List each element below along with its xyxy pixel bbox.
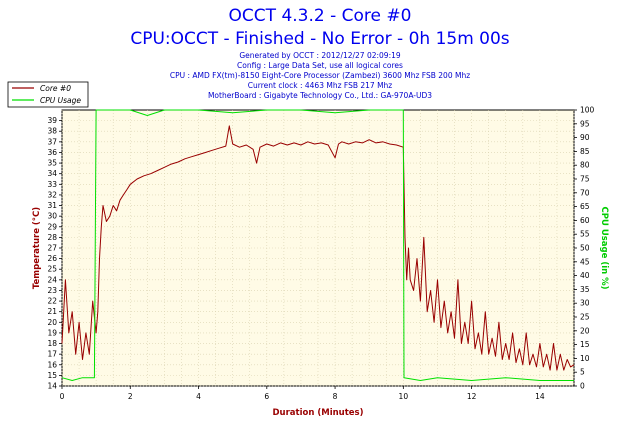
y-left-tick-label: 39 <box>47 116 57 125</box>
y-left-tick-label: 21 <box>47 307 57 316</box>
right-axis-ticks: 0 5 10 15 20 25 30 35 40 45 50 55 60 65 70 75 80 85 90 95 10… <box>574 106 595 391</box>
y-left-tick-label: 15 <box>47 371 57 380</box>
info-clock: Current clock : 4463 Mhz FSB 217 Mhz <box>248 81 393 90</box>
y-left-tick-label: 22 <box>47 297 57 306</box>
series-line-core0 <box>61 125 575 371</box>
y-right-tick-label: 55 <box>580 230 590 239</box>
y-left-tick-label: 31 <box>47 201 57 210</box>
y-right-tick-label: 80 <box>580 161 590 170</box>
y-right-tick-label: 65 <box>580 202 590 211</box>
y-left-tick-label: 28 <box>47 233 57 242</box>
y-left-tick-label: 25 <box>47 265 57 274</box>
y-left-tick-label: 34 <box>47 169 57 178</box>
y-right-tick-label: 15 <box>580 340 590 349</box>
info-cpu: CPU : AMD FX(tm)-8150 Eight-Core Process… <box>170 71 470 80</box>
x-tick-label: 4 <box>196 392 201 401</box>
series-line-cpu-usage <box>61 109 574 381</box>
x-tick-label: 10 <box>399 392 409 401</box>
y-right-tick-label: 85 <box>580 147 590 156</box>
y-left-tick-label: 16 <box>47 360 57 369</box>
y-right-tick-label: 75 <box>580 175 590 184</box>
legend: Core #0 CPU Usage <box>7 81 89 108</box>
info-config: Config : Large Data Set, use all logical… <box>237 61 403 70</box>
y-right-tick-label: 60 <box>580 216 590 225</box>
y-right-tick-label: 0 <box>580 382 585 391</box>
x-axis-label: Duration (Minutes) <box>273 408 364 418</box>
legend-label-core0: Core #0 <box>40 84 71 93</box>
x-axis-ticks: 0 2 4 6 8 10 12 14 <box>60 386 545 401</box>
x-tick-label: 2 <box>128 392 133 401</box>
x-tick-label: 8 <box>333 392 338 401</box>
y-right-tick-label: 20 <box>580 326 590 335</box>
y-left-tick-label: 37 <box>47 137 57 146</box>
y-right-tick-label: 10 <box>580 354 590 363</box>
x-tick-label: 6 <box>264 392 269 401</box>
y-right-tick-label: 5 <box>580 368 585 377</box>
y-right-tick-label: 45 <box>580 257 590 266</box>
grid-lines <box>61 110 575 387</box>
y-left-tick-label: 30 <box>47 212 57 221</box>
y-right-tick-label: 70 <box>580 188 590 197</box>
y-left-tick-label: 27 <box>47 244 57 253</box>
y-left-tick-label: 36 <box>47 148 57 157</box>
y-right-tick-label: 100 <box>580 106 595 115</box>
y-left-tick-label: 23 <box>47 286 57 295</box>
legend-label-cpu-usage: CPU Usage <box>40 96 81 105</box>
y-left-tick-label: 38 <box>47 127 57 136</box>
y-right-tick-label: 50 <box>580 244 590 253</box>
y-left-tick-label: 35 <box>47 159 57 168</box>
y-axis-label-left: Temperature (°C) <box>32 207 42 289</box>
chart-title: OCCT 4.3.2 - Core #0 <box>229 6 412 26</box>
info-generated: Generated by OCCT : 2012/12/27 02:09:19 <box>239 51 401 60</box>
y-right-tick-label: 30 <box>580 299 590 308</box>
y-right-tick-label: 35 <box>580 285 590 294</box>
y-right-tick-label: 90 <box>580 133 590 142</box>
series-layer <box>61 109 575 381</box>
y-left-tick-label: 33 <box>47 180 57 189</box>
y-axis-label-right: CPU Usage (in %) <box>599 206 609 289</box>
y-right-tick-label: 25 <box>580 313 590 322</box>
x-tick-label: 0 <box>60 392 65 401</box>
x-tick-label: 12 <box>467 392 477 401</box>
info-motherboard: MotherBoard : Gigabyte Technology Co., L… <box>208 91 432 100</box>
y-left-tick-label: 29 <box>47 222 57 231</box>
y-left-tick-label: 19 <box>47 328 57 337</box>
y-left-tick-label: 14 <box>47 382 57 391</box>
chart-subtitle: CPU:OCCT - Finished - No Error - 0h 15m … <box>130 29 509 49</box>
y-left-tick-label: 24 <box>47 275 57 284</box>
y-left-tick-label: 18 <box>47 339 57 348</box>
y-left-tick-label: 20 <box>47 318 57 327</box>
y-left-tick-label: 32 <box>47 190 57 199</box>
y-right-tick-label: 40 <box>580 271 590 280</box>
y-left-tick-label: 17 <box>47 350 57 359</box>
y-right-tick-label: 95 <box>580 119 590 128</box>
x-tick-label: 14 <box>535 392 545 401</box>
y-left-tick-label: 26 <box>47 254 57 263</box>
